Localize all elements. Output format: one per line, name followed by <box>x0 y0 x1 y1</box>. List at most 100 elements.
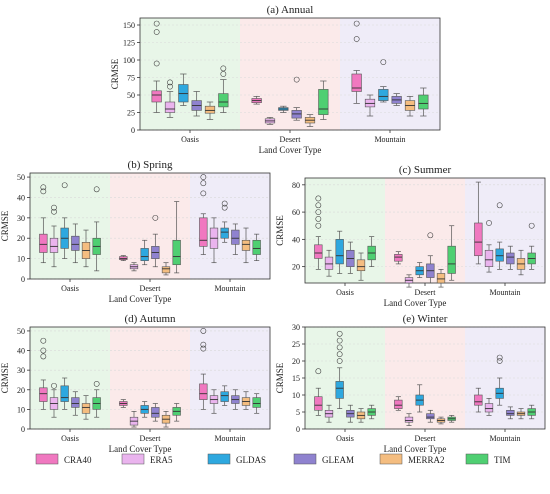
box-GLEAM-Mountain <box>391 93 402 106</box>
box-CRA40-Mountain <box>474 181 483 265</box>
box-body <box>231 229 240 245</box>
box-CRA40-Oasis <box>39 184 48 264</box>
outlier-point <box>353 20 360 27</box>
box-body <box>172 239 181 266</box>
box-body <box>447 245 456 274</box>
box-body <box>404 416 414 423</box>
box-TIM-Oasis <box>367 236 376 267</box>
box-CRA40-Mountain <box>474 387 483 413</box>
box-ERA5-Desert <box>129 410 139 428</box>
box-body <box>378 89 389 101</box>
box-body <box>241 239 251 251</box>
y-tick-label: 20 <box>17 386 25 395</box>
y-axis-label: CRMSE <box>0 210 10 241</box>
chart-panel-4: 0 5 10 15 20 25 30 Oasis Desert Mountain (e) Winte… <box>275 313 546 454</box>
outlier-point <box>200 190 207 197</box>
box-ERA5-Oasis <box>49 204 59 268</box>
box-TIM-Desert <box>447 415 456 423</box>
x-tick-label: Oasis <box>336 288 354 297</box>
box-CRA40-Oasis <box>314 368 323 416</box>
box-MERRA2-Desert <box>436 416 446 425</box>
box-CRA40-Desert <box>119 399 128 408</box>
y-tick-label: 80 <box>292 181 300 190</box>
box-GLDAS-Mountain <box>495 202 504 270</box>
chart-title: (c) Summer <box>399 164 452 176</box>
box-MERRA2-Oasis <box>356 408 366 423</box>
box-MERRA2-Mountain <box>516 249 526 276</box>
box-CRA40-Oasis <box>314 195 323 270</box>
box-body <box>81 403 91 414</box>
category-band <box>140 18 240 130</box>
outlier-point <box>496 358 503 364</box>
box-body <box>484 403 494 413</box>
box-MERRA2-Desert <box>304 114 316 127</box>
box-ERA5-Oasis <box>49 382 59 418</box>
x-tick-label: Mountain <box>489 288 520 297</box>
box-CRA40-Oasis <box>151 20 162 113</box>
y-tick-label: 10 <box>17 255 25 264</box>
outlier-point <box>153 20 160 27</box>
box-GLEAM-Desert <box>291 76 302 121</box>
box-body <box>484 249 494 267</box>
y-tick-label: 30 <box>292 323 300 332</box>
outlier-point <box>51 204 57 211</box>
outlier-point <box>200 341 207 348</box>
outlier-point <box>496 354 503 361</box>
box-GLEAM-Mountain <box>231 389 240 410</box>
legend-swatch <box>35 453 59 465</box>
box-GLEAM-Desert <box>426 232 435 284</box>
box-CRA40-Mountain <box>199 174 208 255</box>
box-CRA40-Desert <box>394 396 403 411</box>
box-TIM-Desert <box>172 201 181 274</box>
box-MERRA2-Desert <box>436 269 446 288</box>
outlier-point <box>200 328 207 334</box>
y-tick-label: 50 <box>17 327 25 336</box>
box-body <box>199 217 208 247</box>
x-tick-label: Desert <box>415 288 437 297</box>
x-axis-label: Land Cover Type <box>384 298 447 308</box>
legend-label: GLEAM <box>322 455 354 465</box>
y-tick-label: 10 <box>292 391 300 400</box>
outlier-point <box>61 182 68 189</box>
outlier-point <box>427 232 434 239</box>
x-tick-label: Mountain <box>374 135 405 144</box>
chart-title: (e) Winter <box>403 313 448 325</box>
box-ERA5-Oasis <box>324 404 334 423</box>
box-body <box>506 252 515 265</box>
box-GLEAM-Oasis <box>346 241 355 274</box>
box-GLEAM-Oasis <box>71 391 80 416</box>
outlier-point <box>40 188 47 195</box>
box-body <box>335 381 344 399</box>
box-MERRA2-Oasis <box>81 395 91 420</box>
box-CRA40-Mountain <box>199 328 208 410</box>
outlier-point <box>40 337 47 344</box>
legend-label: TIM <box>494 455 511 465</box>
box-CRA40-Oasis <box>39 337 48 410</box>
box-body <box>252 239 261 255</box>
box-body <box>426 413 435 420</box>
outlier-point <box>486 220 492 226</box>
box-CRA40-Desert <box>119 255 128 262</box>
outlier-point <box>167 83 173 90</box>
box-MERRA2-Mountain <box>516 408 526 420</box>
y-tick-label: 40 <box>292 235 300 244</box>
x-tick-label: Oasis <box>61 284 79 293</box>
y-tick-label: 40 <box>17 193 25 202</box>
legend-swatch <box>207 453 231 465</box>
outlier-point <box>153 29 160 35</box>
y-tick-label: 20 <box>292 357 300 366</box>
box-body <box>39 387 48 402</box>
outlier-point <box>380 59 387 65</box>
outlier-point <box>315 222 322 229</box>
box-body <box>71 235 80 251</box>
x-tick-label: Oasis <box>61 434 79 443</box>
outlier-point <box>221 200 228 207</box>
outlier-point <box>40 353 47 360</box>
x-tick-label: Mountain <box>214 434 245 443</box>
outlier-point <box>200 180 207 187</box>
box-GLDAS-Oasis <box>60 377 69 410</box>
box-TIM-Mountain <box>527 404 536 420</box>
x-tick-label: Desert <box>140 284 162 293</box>
box-GLEAM-Mountain <box>506 245 515 270</box>
